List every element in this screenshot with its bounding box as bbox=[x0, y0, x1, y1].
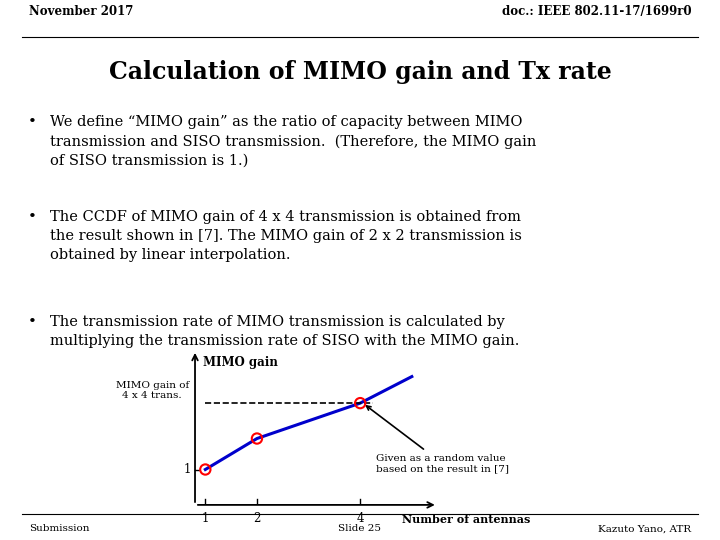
Text: •: • bbox=[28, 116, 37, 130]
Text: •: • bbox=[28, 315, 37, 329]
Point bbox=[199, 465, 211, 474]
Point bbox=[251, 434, 263, 443]
Point bbox=[354, 399, 366, 408]
Text: 4: 4 bbox=[356, 512, 364, 525]
Text: We define “MIMO gain” as the ratio of capacity between MIMO
transmission and SIS: We define “MIMO gain” as the ratio of ca… bbox=[50, 116, 536, 168]
Text: Kazuto Yano, ATR: Kazuto Yano, ATR bbox=[598, 524, 691, 533]
Text: 1: 1 bbox=[202, 512, 209, 525]
Text: 2: 2 bbox=[253, 512, 261, 525]
Text: Number of antennas: Number of antennas bbox=[402, 514, 530, 525]
Text: •: • bbox=[28, 211, 37, 225]
Text: The transmission rate of MIMO transmission is calculated by
multiplying the tran: The transmission rate of MIMO transmissi… bbox=[50, 315, 519, 348]
Text: MIMO gain of
4 x 4 trans.: MIMO gain of 4 x 4 trans. bbox=[116, 381, 189, 401]
Text: 1: 1 bbox=[184, 463, 191, 476]
Text: doc.: IEEE 802.11-17/1699r0: doc.: IEEE 802.11-17/1699r0 bbox=[502, 5, 691, 18]
Text: The CCDF of MIMO gain of 4 x 4 transmission is obtained from
the result shown in: The CCDF of MIMO gain of 4 x 4 transmiss… bbox=[50, 211, 522, 262]
Text: Submission: Submission bbox=[29, 524, 89, 533]
Text: Slide 25: Slide 25 bbox=[338, 524, 382, 533]
Text: November 2017: November 2017 bbox=[29, 5, 133, 18]
Text: MIMO gain: MIMO gain bbox=[203, 356, 278, 369]
Text: Given as a random value
based on the result in [7]: Given as a random value based on the res… bbox=[366, 406, 509, 473]
Text: Calculation of MIMO gain and Tx rate: Calculation of MIMO gain and Tx rate bbox=[109, 60, 611, 84]
